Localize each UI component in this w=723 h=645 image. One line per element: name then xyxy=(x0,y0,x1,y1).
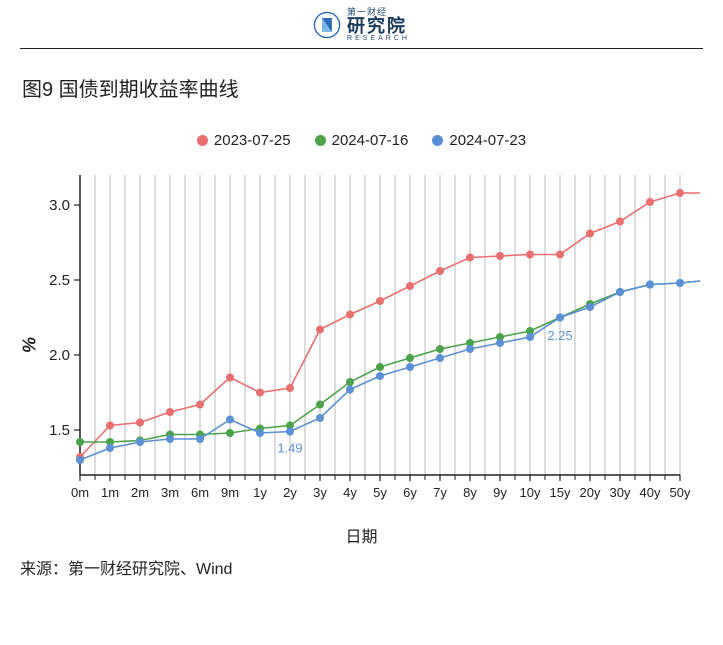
chart-svg: 1.5 2.0 2.5 3.0 0m 1m 2m 3m 6m 9m 1y 2y 3y 4y 5y 6y 7y 8y… xyxy=(20,165,700,525)
logo-text: 第一财经 研究院 RESEARCH xyxy=(347,8,410,42)
svg-text:9m: 9m xyxy=(221,485,239,500)
page-root: 第一财经 研究院 RESEARCH 图9 国债到期收益率曲线 2023-07-2… xyxy=(0,0,723,599)
svg-text:1.5: 1.5 xyxy=(49,422,70,439)
legend-label: 2024-07-23 xyxy=(449,132,526,149)
chart-title: 图9 国债到期收益率曲线 xyxy=(22,73,703,102)
legend-label: 2024-07-16 xyxy=(332,132,409,149)
svg-text:6m: 6m xyxy=(191,485,209,500)
svg-text:30y: 30y xyxy=(610,485,631,500)
svg-text:4y: 4y xyxy=(343,485,357,500)
legend-item: 2024-07-16 xyxy=(315,132,409,149)
legend-item: 2024-07-23 xyxy=(432,132,526,149)
svg-text:10y: 10y xyxy=(520,485,541,500)
logo-main-text: 研究院 xyxy=(347,17,410,35)
svg-text:40y: 40y xyxy=(640,485,661,500)
chart-source: 来源：第一财经研究院、Wind xyxy=(20,555,703,579)
logo: 第一财经 研究院 RESEARCH xyxy=(313,8,410,42)
chart-area: % 1.5 2.0 2.5 3.0 0m 1m 2m 3m 6m 9m 1y 2y 3y 4y 5y 6y 7y… xyxy=(20,165,700,525)
page-header: 第一财经 研究院 RESEARCH xyxy=(20,0,703,48)
header-divider xyxy=(20,48,703,49)
logo-sub-text: RESEARCH xyxy=(347,35,410,42)
svg-text:15y: 15y xyxy=(550,485,571,500)
svg-text:2y: 2y xyxy=(283,485,297,500)
svg-text:20y: 20y xyxy=(580,485,601,500)
svg-text:1y: 1y xyxy=(253,485,267,500)
logo-icon xyxy=(313,11,341,39)
svg-text:2.5: 2.5 xyxy=(49,272,70,289)
svg-text:2.25: 2.25 xyxy=(547,328,572,343)
svg-text:3m: 3m xyxy=(161,485,179,500)
legend-dot-icon xyxy=(197,135,208,146)
svg-text:50y: 50y xyxy=(670,485,691,500)
svg-text:1.49: 1.49 xyxy=(277,441,302,456)
svg-text:3.0: 3.0 xyxy=(49,197,70,214)
legend-dot-icon xyxy=(432,135,443,146)
svg-text:3y: 3y xyxy=(313,485,327,500)
svg-text:5y: 5y xyxy=(373,485,387,500)
legend-item: 2023-07-25 xyxy=(197,132,291,149)
svg-text:2m: 2m xyxy=(131,485,149,500)
svg-text:2.0: 2.0 xyxy=(49,347,70,364)
x-axis-label: 日期 xyxy=(20,523,703,547)
svg-text:6y: 6y xyxy=(403,485,417,500)
svg-text:7y: 7y xyxy=(433,485,447,500)
legend-dot-icon xyxy=(315,135,326,146)
chart-legend: 2023-07-25 2024-07-16 2024-07-23 xyxy=(20,132,703,149)
y-axis-label: % xyxy=(20,337,41,353)
legend-label: 2023-07-25 xyxy=(214,132,291,149)
svg-text:8y: 8y xyxy=(463,485,477,500)
svg-text:9y: 9y xyxy=(493,485,507,500)
svg-text:0m: 0m xyxy=(71,485,89,500)
svg-text:1m: 1m xyxy=(101,485,119,500)
